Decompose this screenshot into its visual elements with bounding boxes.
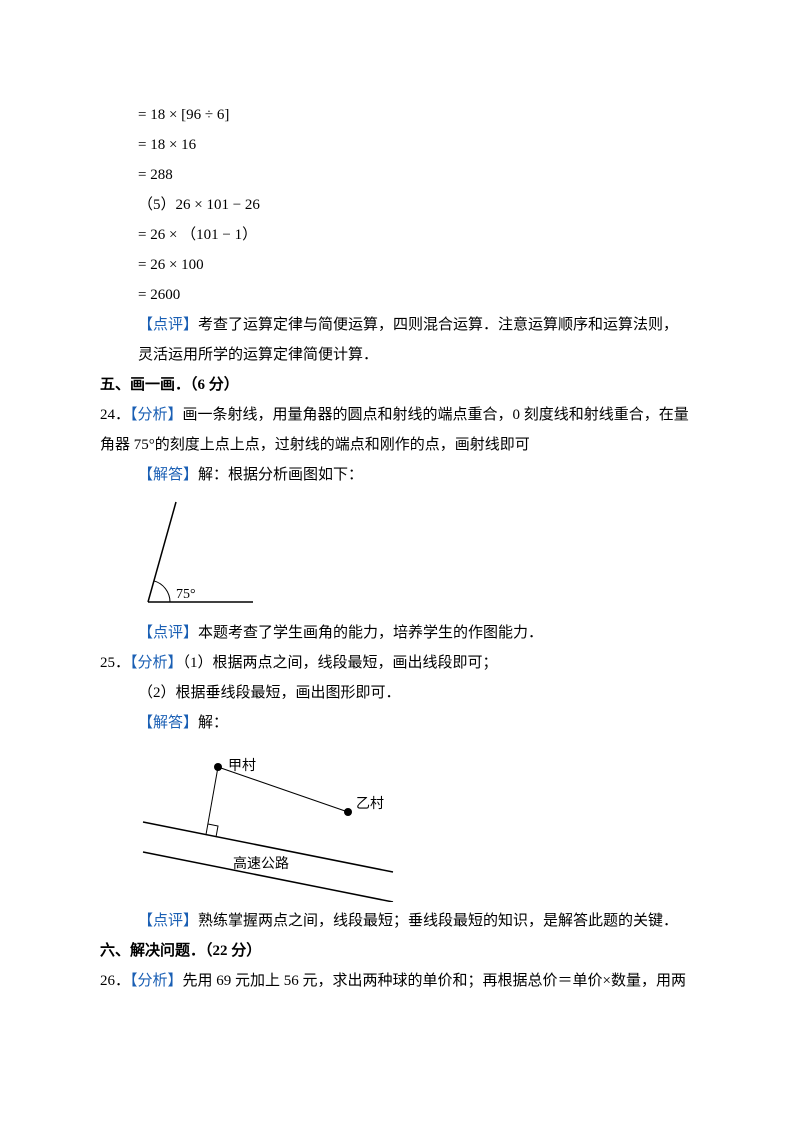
comment-text: 本题考查了学生画角的能力，培养学生的作图能力．	[198, 625, 543, 641]
analysis-text: 先用 69 元加上 56 元，求出两种球的单价和；再根据总价＝单价×数量，用两	[183, 973, 686, 989]
q25-comment: 【点评】熟练掌握两点之间，线段最短；垂线段最短的知识，是解答此题的关键．	[100, 906, 693, 936]
q24-analysis: 24．【分析】画一条射线，用量角器的圆点和射线的端点重合，0 刻度线和射线重合，…	[100, 400, 693, 460]
comment-label: 【点评】	[138, 625, 198, 641]
q25-road-diagram: 高速公路 甲村 乙村	[138, 742, 693, 902]
q24-angle-diagram: 75°	[138, 494, 693, 614]
solution-text: 解：	[198, 715, 228, 731]
calc-step: = 18 × 16	[100, 130, 693, 160]
comment-block: 【点评】考查了运算定律与简便运算，四则混合运算．注意运算顺序和运算法则，灵活运用…	[100, 310, 693, 370]
calc-step: = 2600	[100, 280, 693, 310]
analysis-label: 【分析】	[130, 407, 183, 423]
calc-step: = 26 × （101 − 1）	[100, 220, 693, 250]
comment-text: 熟练掌握两点之间，线段最短；垂线段最短的知识，是解答此题的关键．	[198, 913, 678, 929]
calc-step: = 288	[100, 160, 693, 190]
q-number: 24．	[100, 407, 130, 423]
analysis-text-1: （1）根据两点之间，线段最短，画出线段即可；	[183, 655, 498, 671]
page: = 18 × [96 ÷ 6] = 18 × 16 = 288 （5）26 × …	[0, 0, 793, 1056]
q26-analysis: 26．【分析】先用 69 元加上 56 元，求出两种球的单价和；再根据总价＝单价…	[100, 966, 693, 996]
q25-analysis: 25．【分析】（1）根据两点之间，线段最短，画出线段即可；	[100, 648, 693, 678]
calc-step: = 26 × 100	[100, 250, 693, 280]
svg-text:高速公路: 高速公路	[233, 855, 289, 872]
comment-label: 【点评】	[138, 317, 198, 333]
q25-solution: 【解答】解：	[100, 708, 693, 738]
section-6-header: 六、解决问题．（22 分）	[100, 936, 693, 966]
q-number: 25．	[100, 655, 130, 671]
comment-label: 【点评】	[138, 913, 198, 929]
q-number: 26．	[100, 973, 130, 989]
solution-label: 【解答】	[138, 715, 198, 731]
analysis-text-2: （2）根据垂线段最短，画出图形即可．	[100, 678, 693, 708]
calc-step: （5）26 × 101 − 26	[100, 190, 693, 220]
calc-step: = 18 × [96 ÷ 6]	[100, 100, 693, 130]
section-5-header: 五、画一画．（6 分）	[100, 370, 693, 400]
analysis-label: 【分析】	[130, 973, 183, 989]
solution-label: 【解答】	[138, 467, 198, 483]
solution-text: 解：根据分析画图如下：	[198, 467, 363, 483]
svg-text:乙村: 乙村	[356, 796, 384, 812]
analysis-text: 画一条射线，用量角器的圆点和射线的端点重合，0 刻度线和射线重合，在量角器 75…	[100, 407, 689, 453]
q24-comment: 【点评】本题考查了学生画角的能力，培养学生的作图能力．	[100, 618, 693, 648]
comment-text: 考查了运算定律与简便运算，四则混合运算．注意运算顺序和运算法则，灵活运用所学的运…	[138, 317, 678, 363]
svg-text:75°: 75°	[176, 587, 196, 602]
q24-solution: 【解答】解：根据分析画图如下：	[100, 460, 693, 490]
analysis-label: 【分析】	[130, 655, 183, 671]
